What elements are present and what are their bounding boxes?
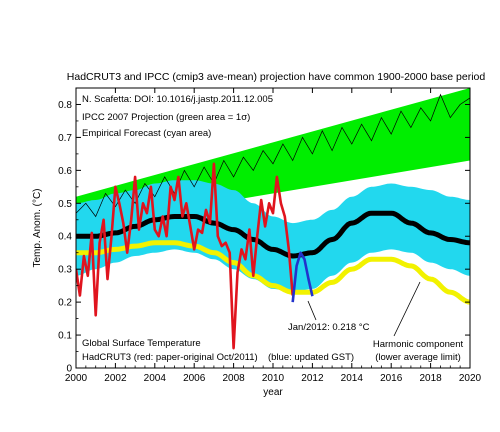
hadcrut-line	[76, 162, 294, 350]
x-tick-label: 2010	[262, 373, 285, 384]
jan2012-label: Jan/2012: 0.218 °C	[288, 322, 370, 333]
x-tick-label: 2008	[222, 373, 245, 384]
y-tick-label: 0.4	[58, 232, 72, 243]
forecast-center-line	[76, 210, 470, 259]
harmonic-sublabel: (lower average limit)	[375, 352, 461, 363]
updated-gst-label: (blue: updated GST)	[268, 352, 354, 363]
jan2012-pointer	[307, 300, 317, 321]
y-tick-label: 0.2	[58, 298, 72, 309]
y-tick-label: 0.1	[58, 331, 72, 342]
y-tick-label: 0.3	[58, 265, 72, 276]
forecast-band-label: Empirical Forecast (cyan area)	[82, 128, 211, 139]
forecast-band	[76, 180, 470, 293]
x-tick-label: 2020	[459, 373, 482, 384]
chart-title: HadCRUT3 and IPCC (cmip3 ave-mean) proje…	[67, 71, 486, 83]
y-tick-label: 0	[66, 364, 72, 375]
y-axis: 0 0.1 0.2 0.3 0.4 0.5 0.6 0.7 0.8	[58, 87, 470, 375]
harmonic-line	[76, 240, 470, 305]
x-axis-title: year	[263, 387, 283, 398]
x-tick-label: 2002	[104, 373, 127, 384]
y-axis-title: Temp. Anom. (°C)	[32, 188, 43, 267]
doi-label: N. Scafetta: DOI: 10.1016/j.jastp.2011.1…	[82, 94, 273, 105]
y-tick-label: 0.7	[58, 133, 72, 144]
updated-gst-line	[291, 251, 314, 303]
y-tick-label: 0.5	[58, 199, 72, 210]
x-tick-label: 2018	[419, 373, 442, 384]
y-tick-label: 0.8	[58, 100, 72, 111]
plot-area	[76, 88, 470, 350]
x-tick-label: 2000	[65, 373, 88, 384]
harmonic-pointer	[393, 281, 421, 337]
x-tick-label: 2014	[341, 373, 364, 384]
hadcrut-label: HadCRUT3 (red: paper-original Oct/2011)	[82, 352, 258, 363]
x-tick-label: 2016	[380, 373, 403, 384]
x-axis: 2000 2002 2004 2006 2008 2010 2012 2014 2016 2018…	[65, 88, 482, 384]
harmonic-label: Harmonic component	[373, 339, 464, 350]
ipcc-band-label: IPCC 2007 Projection (green area = 1σ)	[82, 112, 250, 123]
x-tick-label: 2012	[301, 373, 324, 384]
x-tick-label: 2004	[144, 373, 167, 384]
ipcc-mean-line	[76, 93, 470, 218]
y-tick-label: 0.6	[58, 166, 72, 177]
gst-label: Global Surface Temperature	[82, 338, 201, 349]
x-tick-label: 2006	[183, 373, 206, 384]
